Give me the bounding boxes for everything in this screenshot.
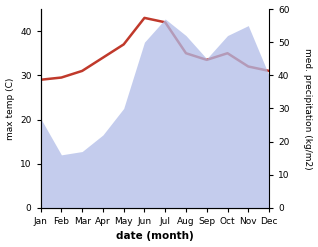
Y-axis label: med. precipitation (kg/m2): med. precipitation (kg/m2)	[303, 48, 313, 169]
Y-axis label: max temp (C): max temp (C)	[5, 77, 15, 140]
X-axis label: date (month): date (month)	[116, 231, 194, 242]
